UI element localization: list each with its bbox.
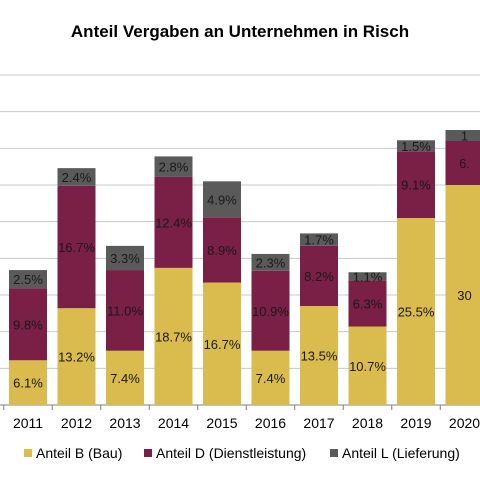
legend-label: Anteil B (Bau) — [36, 445, 122, 461]
x-tick-label: 2012 — [61, 415, 92, 431]
data-label: 10.9% — [252, 304, 289, 319]
data-label: 18.7% — [155, 329, 192, 344]
x-tick-label: 2015 — [206, 415, 237, 431]
data-label: 1.1% — [353, 269, 383, 284]
data-label: 7.4% — [256, 371, 286, 386]
data-label: 2.3% — [256, 255, 286, 270]
data-label: 9.1% — [401, 178, 431, 193]
x-tick-label: 2014 — [158, 415, 189, 431]
legend-swatch — [24, 449, 32, 457]
data-label: 6.3% — [353, 296, 383, 311]
data-label: 13.2% — [58, 350, 95, 365]
bar-segment — [445, 141, 480, 185]
data-label: 16.7% — [204, 337, 241, 352]
bar-segment — [57, 308, 96, 405]
bar-segment — [9, 360, 47, 405]
data-label: 4.9% — [207, 192, 237, 207]
x-tick-label: 2013 — [109, 415, 140, 431]
bars — [9, 130, 480, 405]
x-tick-label: 2011 — [13, 415, 43, 431]
bar-segment — [445, 130, 480, 141]
bar-segment — [348, 280, 387, 327]
legend: Anteil B (Bau) Anteil D (Dienstleistung) A… — [24, 445, 460, 461]
bar-segment — [445, 185, 480, 405]
legend-swatch — [144, 449, 152, 457]
bar-segment — [9, 288, 47, 361]
bar-segment — [251, 253, 290, 271]
data-label: 16.7% — [58, 240, 95, 255]
x-tick-label: 2018 — [352, 415, 383, 431]
data-label: 1.5% — [401, 139, 431, 154]
bar-segment — [154, 156, 193, 177]
bar-segment — [57, 168, 96, 186]
x-tick-label: 2016 — [255, 415, 286, 431]
data-label: 1.7% — [304, 233, 334, 248]
data-label: 11.0% — [107, 303, 143, 318]
x-tick-label: 2020 — [449, 415, 480, 431]
bar-segment — [154, 267, 193, 405]
bar-segment — [397, 151, 435, 218]
data-label: 3.3% — [110, 251, 140, 266]
bar-segment — [106, 245, 144, 271]
data-label: 10.7% — [349, 359, 386, 374]
bar-segment — [106, 270, 144, 351]
bar-segment — [251, 270, 290, 351]
bar-segment — [300, 306, 338, 405]
data-label: 9.8% — [13, 317, 43, 332]
x-axis: 2011 2012 2013 2014 2015 2016 2017 2018 2019 2020 — [3, 405, 480, 431]
data-label: 30 — [457, 288, 471, 303]
data-label: 2.5% — [13, 272, 43, 287]
bar-segment — [397, 140, 435, 152]
legend-label: Anteil L (Lieferung) — [342, 445, 460, 461]
bar-segment — [9, 270, 47, 289]
bar-segment — [203, 181, 241, 218]
data-label: 2.4% — [62, 170, 92, 185]
data-label: 13.5% — [301, 349, 338, 364]
data-label: 2.8% — [159, 160, 189, 175]
data-label: 6. — [459, 156, 470, 171]
bar-segment — [348, 326, 387, 405]
bar-segment — [106, 350, 144, 405]
data-labels: 6.1% 9.8% 2.5% 13.2% 16.7% 2.4% 7.4% 11.0% 3.3% 1… — [13, 129, 472, 391]
bar-segment — [57, 185, 96, 309]
bar-segment — [397, 218, 435, 405]
bar-segment — [348, 272, 387, 281]
data-label: 8.9% — [207, 243, 237, 258]
data-label: 12.4% — [155, 215, 192, 230]
bar-segment — [203, 282, 241, 405]
x-tick-label: 2017 — [303, 415, 334, 431]
chart-title: Anteil Vergaben an Unternehmen in Risch — [71, 22, 409, 41]
x-tick-label: 2019 — [400, 415, 431, 431]
bar-segment — [300, 245, 338, 306]
bar-segment — [154, 176, 193, 268]
bar-segment — [251, 350, 290, 405]
legend-swatch — [330, 449, 338, 457]
bar-segment — [300, 233, 338, 246]
data-label: 8.2% — [304, 269, 334, 284]
data-label: 7.4% — [110, 371, 140, 386]
bar-segment — [203, 217, 241, 283]
data-label: 1 — [461, 129, 468, 144]
data-label: 6.1% — [13, 376, 43, 391]
data-label: 25.5% — [398, 305, 435, 320]
legend-label: Anteil D (Dienstleistung) — [156, 445, 306, 461]
